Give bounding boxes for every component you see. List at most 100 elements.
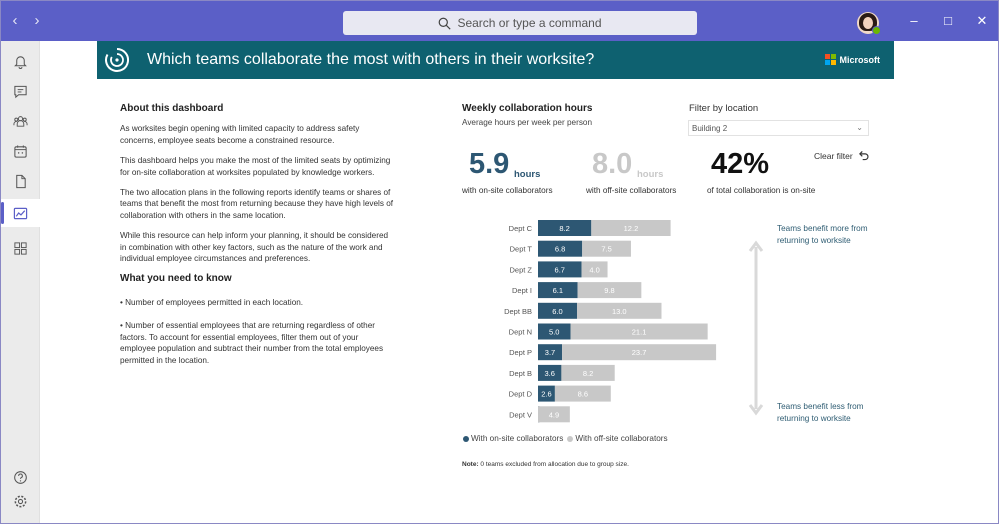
- note-label: Note:: [462, 461, 479, 468]
- value-label-onsite-dept-i: 6.1: [553, 286, 563, 295]
- close-button[interactable]: ✕: [976, 13, 988, 28]
- about-paragraph-3: The two allocation plans in the followin…: [120, 188, 394, 220]
- value-label-onsite-dept-bb: 6.0: [552, 307, 562, 316]
- legend-offsite: With off-site collaborators: [567, 434, 668, 443]
- chart-subtitle: Average hours per week per person: [462, 118, 593, 127]
- need-to-know-item-2: • Number of essential employees that are…: [120, 321, 384, 365]
- search-box[interactable]: Search or type a command: [343, 11, 697, 35]
- category-label-dept-bb: Dept BB: [504, 307, 532, 316]
- bar-onsite-dept-z[interactable]: [538, 261, 582, 278]
- help-icon: [14, 470, 27, 484]
- value-label-offsite-dept-n: 21.1: [632, 328, 647, 337]
- clear-filter-button[interactable]: Clear filter: [814, 149, 870, 162]
- maximize-button[interactable]: □: [944, 13, 952, 28]
- rail-teams[interactable]: [1, 107, 40, 135]
- legend-offsite-label: With off-site collaborators: [575, 434, 668, 443]
- back-button[interactable]: ‹: [12, 12, 18, 29]
- about-heading: About this dashboard: [120, 103, 224, 114]
- offsite-dot-icon: [567, 435, 574, 442]
- collaboration-bar-chart: Dept C 8.2 12.2 Dept T 6.8 7.5 Dept Z 6.7 4.0 Dep…: [504, 220, 717, 423]
- report-title: Which teams collaborate the most with ot…: [147, 51, 595, 68]
- category-label-dept-b: Dept B: [509, 369, 532, 378]
- bar-offsite-dept-z[interactable]: [581, 261, 608, 278]
- rail-insights[interactable]: [1, 199, 40, 227]
- window-controls: – □ ✕: [908, 13, 988, 29]
- value-label-onsite-dept-n: 5.0: [549, 328, 559, 337]
- bar-offsite-dept-b[interactable]: [561, 364, 615, 381]
- value-label-offsite-dept-t: 7.5: [601, 245, 611, 254]
- category-label-dept-p: Dept P: [509, 348, 532, 357]
- bar-offsite-dept-bb[interactable]: [577, 302, 662, 319]
- microsoft-wordmark: Microsoft: [839, 54, 881, 65]
- value-label-offsite-dept-d: 8.6: [578, 390, 588, 399]
- filter-label: Filter by location: [689, 103, 759, 114]
- rail-files[interactable]: [1, 167, 40, 195]
- history-nav: ‹ ›: [9, 12, 43, 29]
- legend-onsite: With on-site collaborators: [463, 434, 563, 443]
- chart-app-icon: [13, 207, 28, 219]
- location-dropdown[interactable]: Building 2 ⌄: [688, 120, 869, 136]
- bar-offsite-dept-p[interactable]: [562, 344, 717, 361]
- about-panel: About this dashboard As worksites begin …: [120, 103, 396, 375]
- category-label-dept-i: Dept I: [512, 286, 532, 295]
- gear-icon: [14, 495, 27, 507]
- category-label-dept-z: Dept Z: [509, 265, 532, 274]
- value-label-offsite-dept-v: 4.9: [549, 410, 559, 419]
- bar-offsite-dept-d[interactable]: [554, 385, 611, 402]
- rail-calendar[interactable]: [1, 137, 40, 165]
- insights-logo-icon: [105, 48, 129, 72]
- chart-title: Weekly collaboration hours: [462, 103, 593, 114]
- minimize-button[interactable]: –: [910, 13, 918, 28]
- legend-onsite-label: With on-site collaborators: [471, 434, 564, 443]
- bar-offsite-dept-c[interactable]: [591, 220, 671, 236]
- bar-onsite-dept-n[interactable]: [538, 323, 571, 340]
- about-paragraph-4: While this resource can help inform your…: [120, 231, 389, 264]
- value-label-onsite-dept-c: 8.2: [559, 224, 569, 233]
- value-label-onsite-dept-z: 6.7: [555, 265, 565, 274]
- microsoft-grid-icon: [824, 54, 836, 65]
- category-label-dept-n: Dept N: [509, 328, 532, 337]
- kpi-percent-caption: of total collaboration is on-site: [707, 186, 816, 195]
- about-paragraph-1: As worksites begin opening with limited …: [120, 124, 360, 145]
- location-selected: Building 2: [692, 124, 728, 133]
- bar-offsite-dept-n[interactable]: [570, 323, 708, 340]
- bar-offsite-dept-v[interactable]: [538, 406, 570, 423]
- bar-onsite-dept-i[interactable]: [538, 282, 578, 299]
- value-label-offsite-dept-p: 23.7: [632, 348, 647, 357]
- rail-settings[interactable]: [1, 487, 40, 515]
- benefit-less-annotation: Teams benefit less from returning to wor…: [777, 402, 864, 423]
- value-label-onsite-dept-b: 3.6: [544, 369, 554, 378]
- bar-offsite-dept-t[interactable]: [582, 240, 631, 257]
- file-icon: [16, 174, 26, 188]
- category-label-dept-t: Dept T: [510, 245, 533, 254]
- bar-onsite-dept-t[interactable]: [538, 240, 583, 257]
- note-text: 0 teams excluded from allocation due to …: [478, 461, 629, 468]
- chevron-down-icon: ⌄: [856, 123, 863, 132]
- kpi-offsite-value: 8.0: [592, 148, 633, 180]
- chart-note: Note: 0 teams excluded from allocation d…: [462, 461, 629, 468]
- value-label-offsite-dept-c: 12.2: [624, 224, 639, 233]
- rail-apps[interactable]: [1, 234, 40, 262]
- rail-activity[interactable]: [1, 47, 40, 75]
- need-to-know-heading: What you need to know: [120, 273, 232, 285]
- forward-button[interactable]: ›: [34, 12, 40, 29]
- about-paragraph-2: This dashboard helps you make the most o…: [120, 156, 391, 177]
- clear-filter-label: Clear filter: [814, 150, 853, 161]
- search-icon: [439, 17, 452, 30]
- bar-onsite-dept-d[interactable]: [538, 385, 555, 402]
- onsite-dot-icon: [463, 435, 469, 442]
- benefit-arrow-icon: [748, 240, 764, 416]
- value-label-offsite-dept-bb: 13.0: [612, 307, 627, 316]
- report-canvas: Which teams collaborate the most with ot…: [41, 41, 998, 523]
- bar-offsite-dept-i[interactable]: [577, 282, 642, 299]
- teams-icon: [13, 115, 28, 127]
- rail-help[interactable]: [1, 463, 40, 491]
- bar-onsite-dept-p[interactable]: [538, 344, 563, 361]
- value-label-onsite-dept-d: 2.6: [541, 390, 551, 399]
- bar-onsite-dept-c[interactable]: [538, 220, 592, 236]
- chart-legend: With on-site collaborators With off-site…: [463, 434, 668, 443]
- bar-onsite-dept-b[interactable]: [538, 364, 562, 381]
- bar-onsite-dept-bb[interactable]: [538, 302, 577, 319]
- rail-chat[interactable]: [1, 77, 40, 105]
